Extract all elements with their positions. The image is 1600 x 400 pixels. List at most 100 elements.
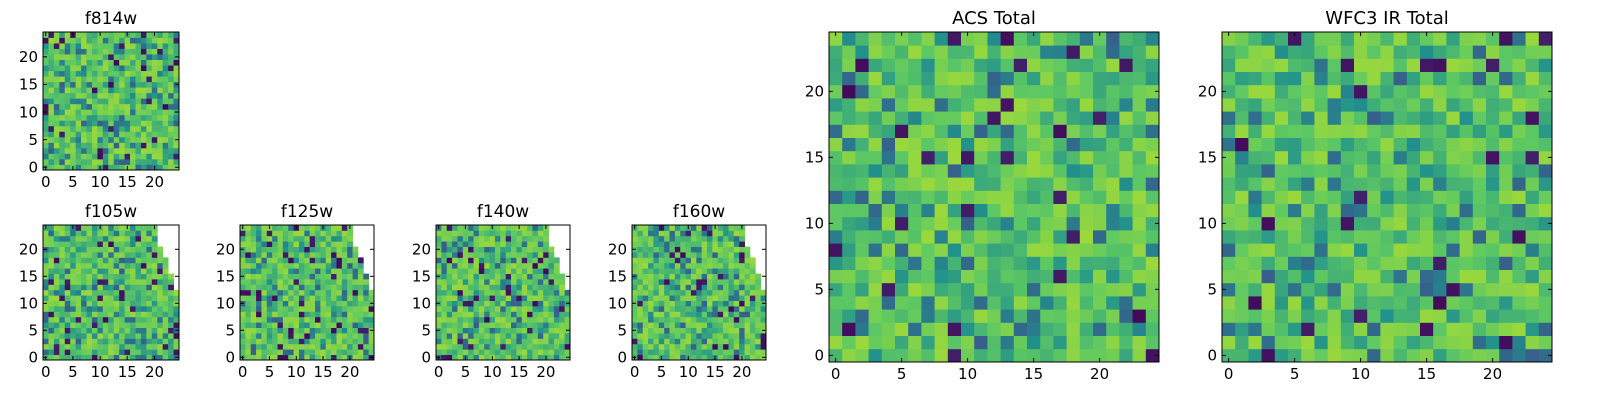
cell-acs-total-13-19	[1079, 177, 1094, 191]
cell-f125w-5-6	[272, 327, 278, 334]
cell-f105w-19-0	[43, 252, 49, 258]
cell-f105w-11-14	[119, 295, 125, 301]
cell-f105w-23-20	[151, 230, 158, 237]
cell-f160w-24-3	[648, 225, 654, 231]
cell-f814w-15-18	[140, 81, 147, 88]
cell-f140w-10-11	[494, 300, 501, 307]
cell-f140w-10-19	[537, 300, 544, 307]
cell-acs-total-5-4	[881, 282, 896, 297]
cell-f814w-2-1	[48, 153, 55, 160]
cell-f140w-17-8	[478, 262, 485, 269]
cell-acs-total-4-22	[1119, 296, 1133, 310]
cell-acs-total-1-24	[1145, 335, 1160, 350]
cell-f160w-1-18	[728, 349, 735, 355]
cell-wfc3-ir-total-14-12	[1380, 164, 1394, 178]
cell-wfc3-ir-total-10-19	[1472, 216, 1487, 231]
cell-f125w-20-6	[272, 246, 278, 253]
cell-f105w-19-20	[151, 252, 158, 258]
cell-acs-total-5-22	[1119, 282, 1133, 297]
cell-f140w-13-13	[505, 284, 512, 291]
cell-f160w-18-21	[744, 257, 751, 264]
cell-wfc3-ir-total-13-7	[1314, 177, 1328, 191]
cell-acs-total-10-13	[1000, 216, 1015, 231]
cell-f814w-3-5	[70, 147, 77, 154]
cell-wfc3-ir-total-24-5	[1288, 32, 1302, 46]
cell-acs-total-1-11	[974, 335, 988, 350]
cell-f814w-1-7	[81, 158, 87, 165]
cell-f105w-12-19	[146, 289, 153, 296]
cell-f814w-21-17	[135, 48, 142, 55]
cell-f160w-19-14	[707, 252, 713, 258]
cell-f814w-0-12	[108, 164, 115, 171]
cell-f140w-19-16	[521, 252, 528, 258]
cell-f125w-12-21	[352, 289, 359, 296]
cell-wfc3-ir-total-5-21	[1499, 282, 1513, 297]
cell-f814w-14-19	[146, 87, 153, 94]
cell-f125w-10-2	[250, 300, 257, 307]
cell-f140w-16-3	[452, 268, 458, 274]
cell-f125w-9-2	[250, 306, 257, 312]
cell-f105w-0-14	[119, 354, 125, 361]
cell-f814w-6-6	[75, 131, 82, 138]
cell-f105w-8-6	[75, 311, 82, 318]
cell-f160w-22-0	[632, 235, 638, 242]
cell-f125w-12-24	[368, 289, 375, 296]
cell-f125w-11-4	[261, 295, 268, 301]
cell-f814w-4-1	[48, 142, 55, 149]
cell-acs-total-5-21	[1106, 282, 1120, 297]
cell-f140w-9-8	[478, 306, 485, 312]
cell-f814w-23-11	[102, 37, 109, 44]
cell-wfc3-ir-total-23-1	[1235, 45, 1249, 59]
cell-f105w-9-24	[173, 306, 180, 312]
cell-wfc3-ir-total-22-9	[1340, 58, 1355, 72]
cell-f814w-10-5	[70, 109, 77, 116]
cell-f125w-8-13	[309, 311, 316, 318]
cell-f814w-6-21	[157, 131, 164, 138]
cell-acs-total-22-11	[974, 58, 988, 72]
cell-f125w-20-15	[320, 246, 327, 253]
cell-f105w-13-19	[146, 284, 153, 291]
cell-wfc3-ir-total-12-5	[1288, 190, 1302, 204]
cell-f105w-5-11	[102, 327, 109, 334]
cell-f160w-12-14	[707, 289, 713, 296]
cell-f125w-17-12	[304, 262, 311, 269]
cell-f105w-22-9	[91, 235, 98, 242]
cell-f125w-21-2	[250, 241, 257, 247]
cell-f160w-12-11	[690, 289, 697, 296]
cell-f125w-2-12	[304, 343, 311, 350]
cell-f814w-9-22	[162, 114, 169, 121]
cell-f125w-16-10	[293, 268, 300, 274]
cell-wfc3-ir-total-1-20	[1486, 335, 1500, 350]
cell-f140w-16-2	[446, 268, 453, 274]
cell-f160w-4-4	[653, 333, 660, 339]
cell-wfc3-ir-total-5-3	[1261, 282, 1276, 297]
cell-acs-total-24-19	[1079, 32, 1094, 46]
cell-wfc3-ir-total-3-11	[1367, 309, 1381, 323]
cell-f160w-4-14	[707, 333, 713, 339]
cell-f160w-13-15	[712, 284, 719, 291]
cell-f140w-14-8	[478, 279, 485, 285]
cell-f125w-20-17	[331, 246, 337, 253]
cell-f125w-24-12	[304, 225, 311, 231]
cell-f105w-5-20	[151, 327, 158, 334]
cell-f125w-3-19	[341, 338, 348, 345]
cell-f160w-19-3	[648, 252, 654, 258]
cell-f105w-1-16	[130, 349, 136, 355]
cell-acs-total-11-13	[1000, 203, 1015, 218]
cell-f160w-3-5	[658, 338, 665, 345]
cell-f140w-16-0	[436, 268, 442, 274]
cell-acs-total-3-2	[855, 309, 869, 323]
cell-f814w-21-14	[119, 48, 125, 55]
cell-f160w-12-17	[723, 289, 729, 296]
cell-wfc3-ir-total-1-4	[1274, 335, 1289, 350]
cell-wfc3-ir-total-7-24	[1538, 256, 1553, 270]
cell-f125w-1-24	[368, 349, 375, 355]
cell-f814w-18-16	[130, 65, 136, 72]
cell-f125w-13-12	[304, 284, 311, 291]
cell-f105w-0-9	[91, 354, 98, 361]
cell-f814w-23-18	[140, 37, 147, 44]
cell-f814w-10-20	[151, 109, 158, 116]
cell-f160w-1-24	[760, 349, 767, 355]
cell-acs-total-15-2	[855, 150, 869, 165]
cell-f140w-23-8	[478, 230, 485, 237]
